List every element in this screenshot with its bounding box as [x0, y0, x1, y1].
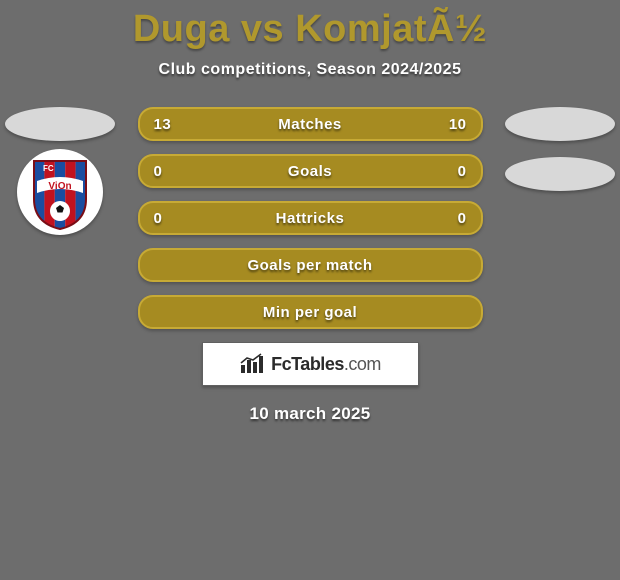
player-placeholder-left: [5, 107, 115, 141]
stat-bar-goals-per-match: Goals per match: [138, 248, 483, 282]
club-placeholder-right: [505, 157, 615, 191]
date-text: 10 march 2025: [0, 404, 620, 424]
stat-right-value: 0: [458, 203, 467, 233]
stat-left-value: 0: [154, 156, 163, 186]
page-title: Duga vs KomjatÃ½: [0, 0, 620, 51]
page-root: Duga vs KomjatÃ½ Club competitions, Seas…: [0, 0, 620, 580]
stat-label: Goals per match: [247, 257, 372, 274]
stat-label: Goals: [288, 163, 332, 180]
stat-bar-matches: 13 Matches 10: [138, 107, 483, 141]
shield-icon: ViOn FC: [17, 149, 103, 235]
stat-right-value: 10: [449, 109, 467, 139]
stat-left-value: 13: [154, 109, 172, 139]
brand-text: FcTables.com: [271, 354, 381, 375]
stat-bar-min-per-goal: Min per goal: [138, 295, 483, 329]
club-badge-left: ViOn FC: [17, 149, 103, 235]
stat-left-value: 0: [154, 203, 163, 233]
player-placeholder-right: [505, 107, 615, 141]
stat-bar-goals: 0 Goals 0: [138, 154, 483, 188]
stripe-3: [65, 161, 75, 231]
stat-bars: 13 Matches 10 0 Goals 0 0 Hattricks 0 Go…: [138, 107, 483, 329]
stat-label: Min per goal: [263, 304, 357, 321]
stat-right-value: 0: [458, 156, 467, 186]
brand-suffix: .com: [344, 354, 381, 374]
stat-label: Hattricks: [276, 210, 345, 227]
badge-fc-text: FC: [43, 164, 54, 173]
comparison-area: ViOn FC 13 Matches 10: [0, 107, 620, 424]
badge-banner-text: ViOn: [48, 181, 71, 192]
left-slot: ViOn FC: [5, 107, 115, 235]
page-subtitle: Club competitions, Season 2024/2025: [0, 61, 620, 79]
brand-card[interactable]: FcTables.com: [202, 342, 419, 386]
bars-icon: [239, 353, 265, 375]
stat-bar-hattricks: 0 Hattricks 0: [138, 201, 483, 235]
brand-name: FcTables: [271, 354, 344, 374]
right-slot: [505, 107, 615, 191]
stat-label: Matches: [278, 116, 342, 133]
